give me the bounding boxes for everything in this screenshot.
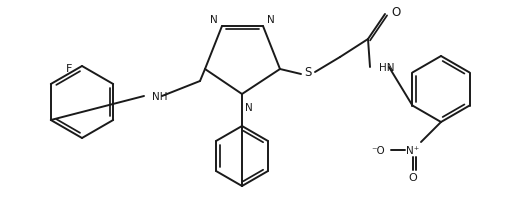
Text: S: S: [304, 66, 312, 79]
Text: ⁻O: ⁻O: [371, 145, 385, 155]
Text: N⁺: N⁺: [406, 145, 420, 155]
Text: HN: HN: [379, 63, 394, 73]
Text: N: N: [245, 102, 253, 112]
Text: N: N: [267, 15, 274, 25]
Text: O: O: [391, 6, 400, 19]
Text: NH: NH: [152, 92, 167, 101]
Text: O: O: [408, 172, 417, 182]
Text: F: F: [65, 64, 72, 74]
Text: N: N: [210, 15, 218, 25]
